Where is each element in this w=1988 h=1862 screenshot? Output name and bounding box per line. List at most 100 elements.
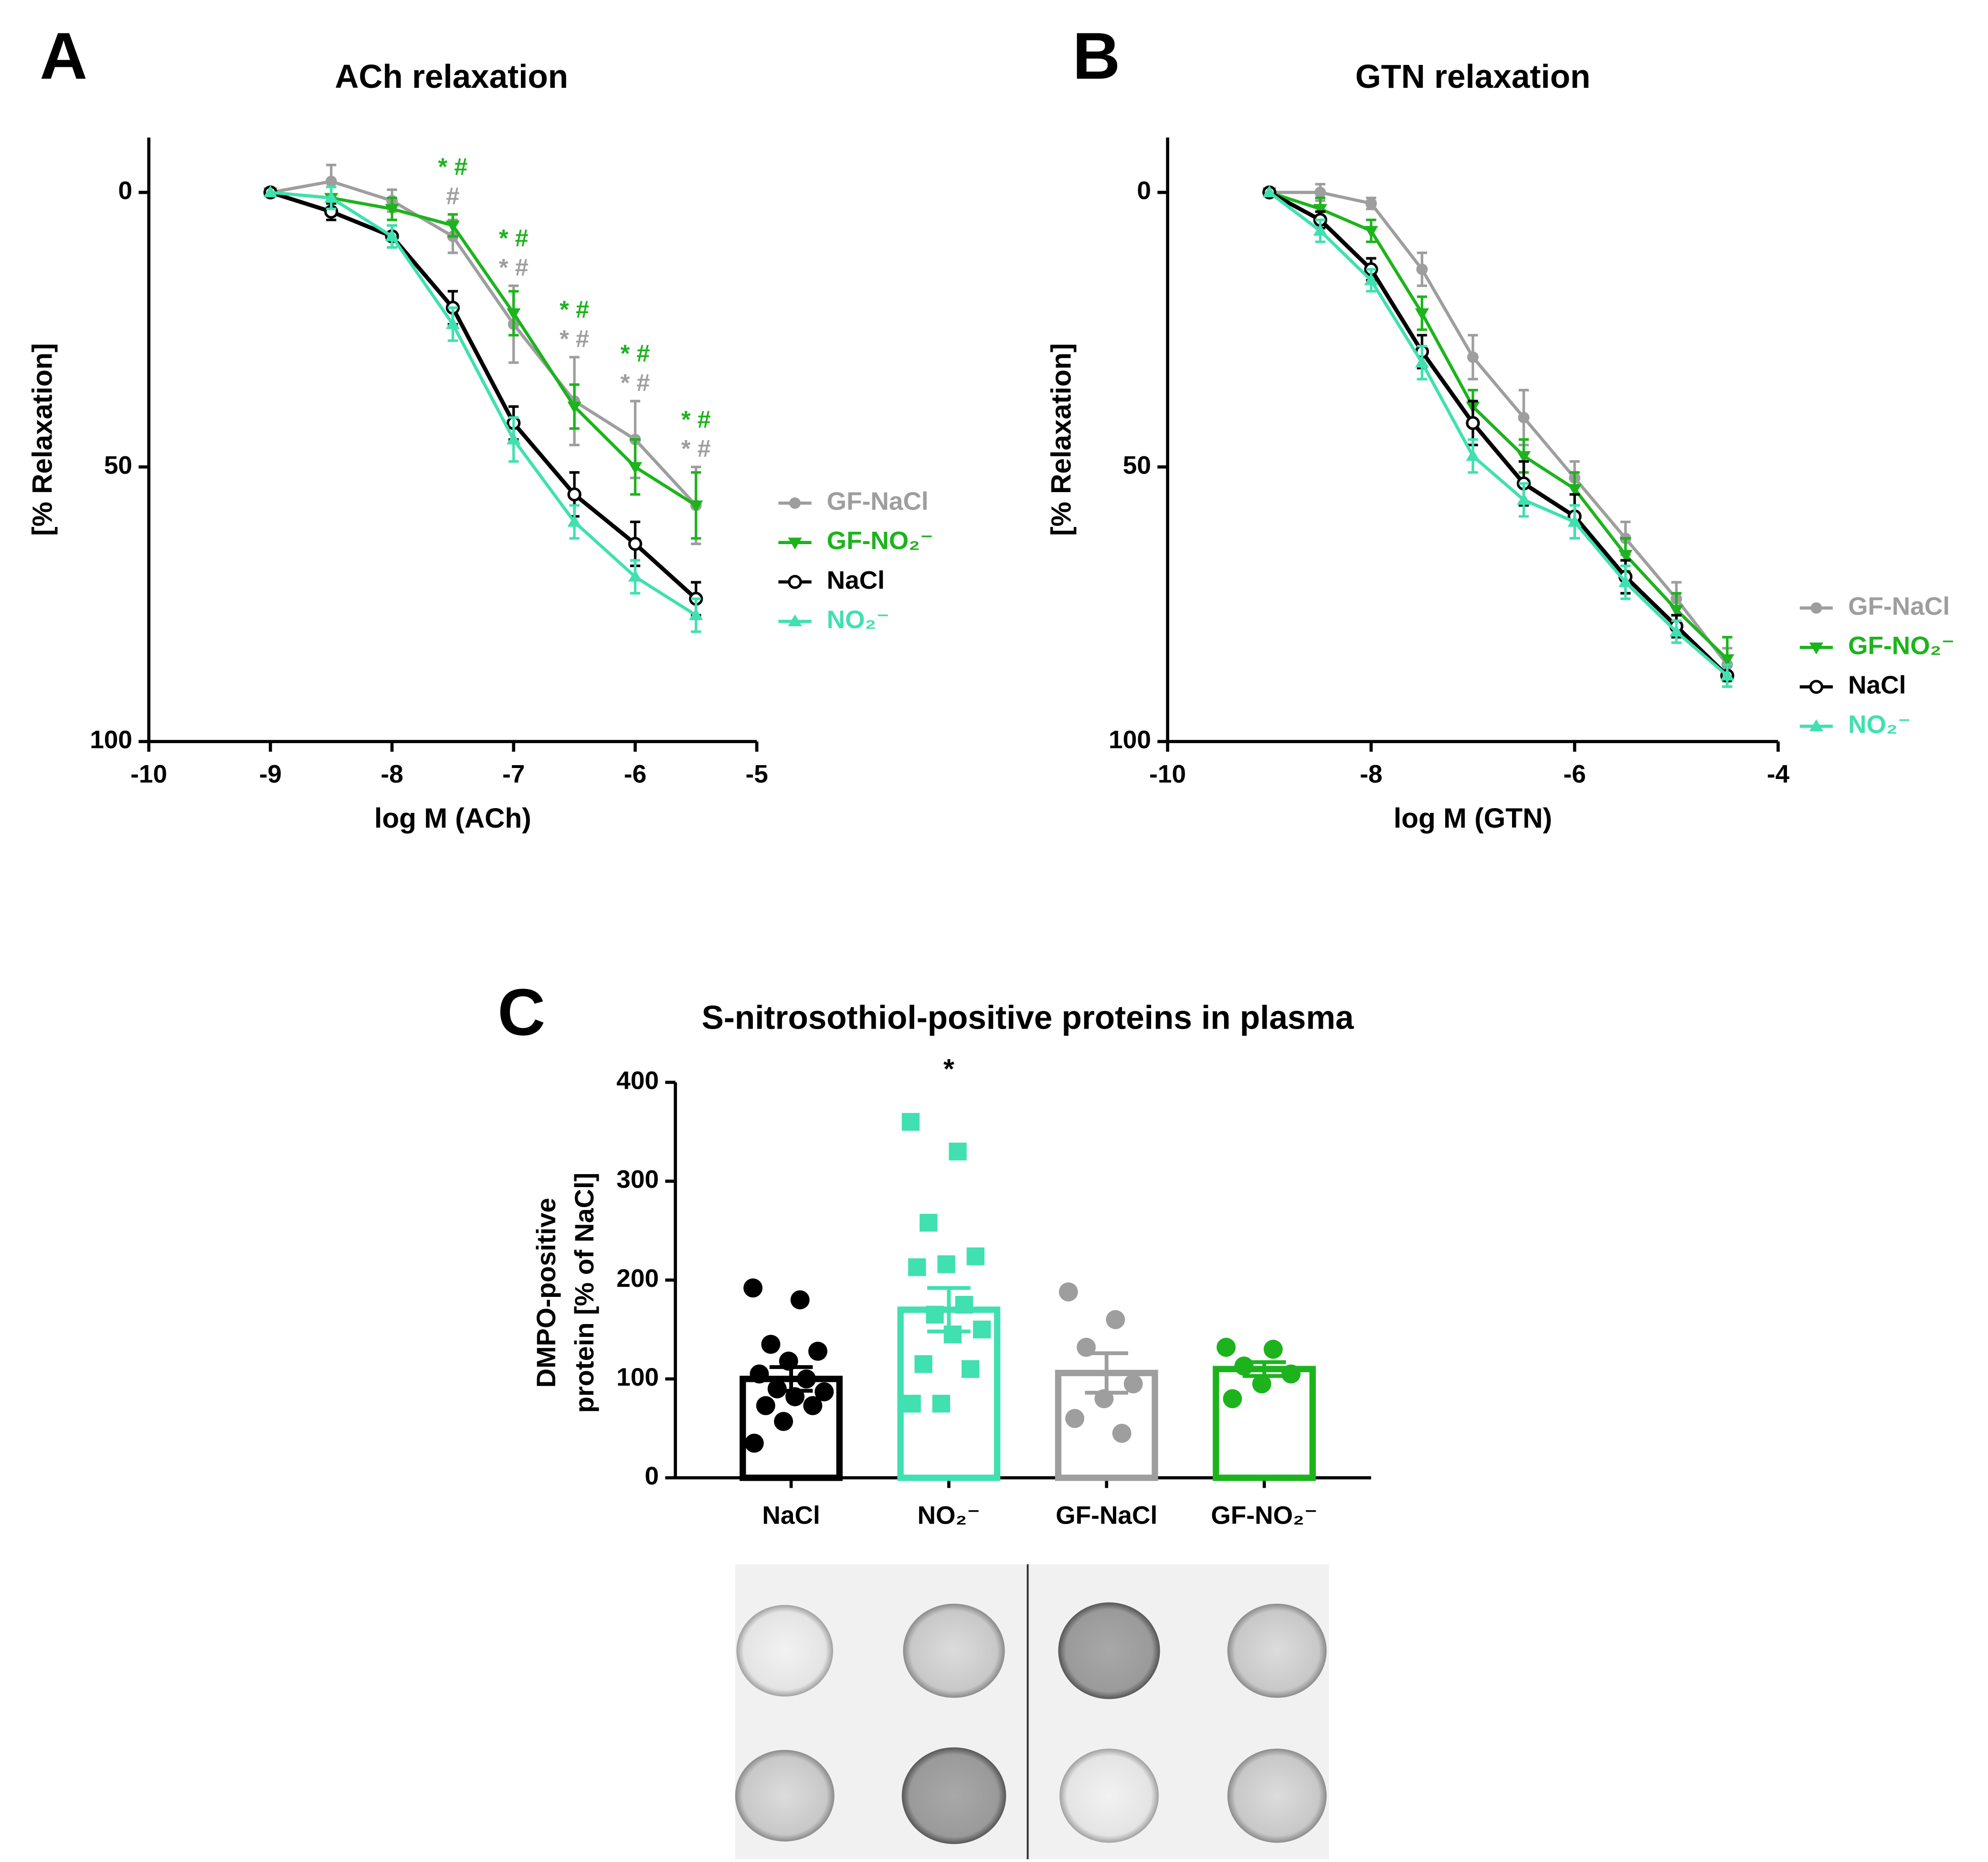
legend-label: GF-NO₂⁻: [827, 527, 933, 555]
chart-title: S-nitrosothiol-positive proteins in plas…: [702, 999, 1354, 1036]
data-point: [914, 1355, 932, 1373]
series-line: [1269, 190, 1729, 666]
marker: [1618, 550, 1633, 562]
data-point: [1065, 1409, 1085, 1428]
annotation: #: [446, 182, 459, 210]
series-line: [1268, 190, 1729, 677]
data-point: [1234, 1357, 1254, 1376]
data-point: [932, 1395, 951, 1413]
x-tick-label: -10: [1149, 760, 1186, 789]
x-tick-label: GF-NaCl: [1056, 1502, 1157, 1530]
annotation: * #: [621, 340, 650, 367]
marker: [325, 176, 337, 188]
marker: [567, 401, 582, 414]
y-tick-label: 300: [616, 1166, 659, 1194]
marker: [1364, 226, 1378, 238]
marker: [263, 185, 278, 198]
x-tick-label: -4: [1767, 760, 1790, 789]
annotation: * #: [621, 369, 650, 396]
y-axis-label: DMPO-positive: [531, 1198, 561, 1388]
marker: [1516, 451, 1531, 463]
marker: [1809, 642, 1823, 655]
marker: [1415, 356, 1429, 368]
marker: [628, 537, 643, 551]
chart-title: ACh relaxation: [335, 58, 568, 95]
data-point: [1077, 1337, 1096, 1357]
data-point: [920, 1214, 938, 1232]
series: [1263, 183, 1733, 683]
data-point: [1281, 1364, 1301, 1384]
marker: [1466, 449, 1480, 461]
x-tick-label: -9: [259, 760, 282, 789]
data-point: [943, 1325, 962, 1344]
series: [263, 185, 703, 633]
marker: [445, 317, 460, 329]
y-axis-label: protein [% of NaCl]: [569, 1173, 599, 1413]
data-point: [1058, 1282, 1078, 1302]
legend-label: NO₂⁻: [827, 606, 890, 634]
marker: [1416, 263, 1428, 275]
legend-label: GF-NaCl: [1848, 592, 1950, 621]
marker: [1313, 204, 1327, 216]
marker: [1314, 187, 1326, 199]
data-point: [743, 1278, 763, 1298]
y-tick-label: 50: [104, 451, 132, 479]
annotation: * #: [560, 296, 589, 323]
marker: [1669, 624, 1683, 637]
annotation: * #: [681, 435, 711, 462]
data-point: [937, 1255, 955, 1273]
marker: [567, 487, 582, 502]
chart-title: GTN relaxation: [1355, 58, 1591, 95]
panel-label: B: [1072, 20, 1120, 93]
x-tick-label: -8: [1360, 760, 1382, 789]
series-line: [270, 190, 697, 617]
series: [1262, 185, 1734, 688]
marker: [689, 500, 703, 513]
marker: [324, 190, 338, 203]
panel-label: A: [40, 20, 87, 93]
panel-label: C: [497, 976, 545, 1049]
annotation: * #: [499, 224, 529, 252]
y-tick-label: 0: [645, 1462, 659, 1490]
marker: [1809, 680, 1823, 694]
data-point: [1094, 1389, 1114, 1409]
marker: [1810, 602, 1822, 614]
marker: [689, 608, 703, 621]
data-point: [797, 1369, 816, 1389]
marker: [1720, 654, 1734, 666]
marker: [628, 462, 643, 474]
annotation: * #: [499, 253, 529, 281]
marker: [1364, 273, 1378, 285]
annotation: *: [943, 1053, 954, 1084]
y-tick-label: 50: [1123, 451, 1151, 479]
marker: [445, 220, 460, 232]
data-point: [803, 1396, 823, 1415]
marker: [1262, 185, 1277, 198]
y-tick-label: 100: [616, 1363, 659, 1391]
data-point: [949, 1142, 967, 1161]
data-point: [1223, 1389, 1242, 1409]
series: [1262, 185, 1734, 688]
marker: [567, 515, 582, 527]
x-tick-label: -10: [130, 760, 167, 789]
data-point: [955, 1295, 973, 1314]
data-point: [808, 1341, 828, 1361]
series-line: [270, 179, 698, 507]
x-axis-label: log M (GTN): [1394, 803, 1552, 834]
marker: [1365, 198, 1377, 210]
data-point: [962, 1360, 980, 1378]
data-point: [790, 1290, 810, 1310]
legend-label: GF-NaCl: [827, 487, 929, 515]
legend-label: NaCl: [827, 566, 885, 594]
marker: [628, 569, 643, 582]
marker: [1516, 493, 1531, 505]
legend-label: NaCl: [1848, 671, 1906, 699]
marker: [1313, 224, 1327, 236]
y-tick-label: 0: [118, 177, 132, 205]
annotation: * #: [438, 153, 467, 180]
y-tick-label: 100: [1109, 726, 1151, 754]
data-point: [1263, 1339, 1283, 1359]
legend-label: GF-NO₂⁻: [1848, 631, 1955, 660]
